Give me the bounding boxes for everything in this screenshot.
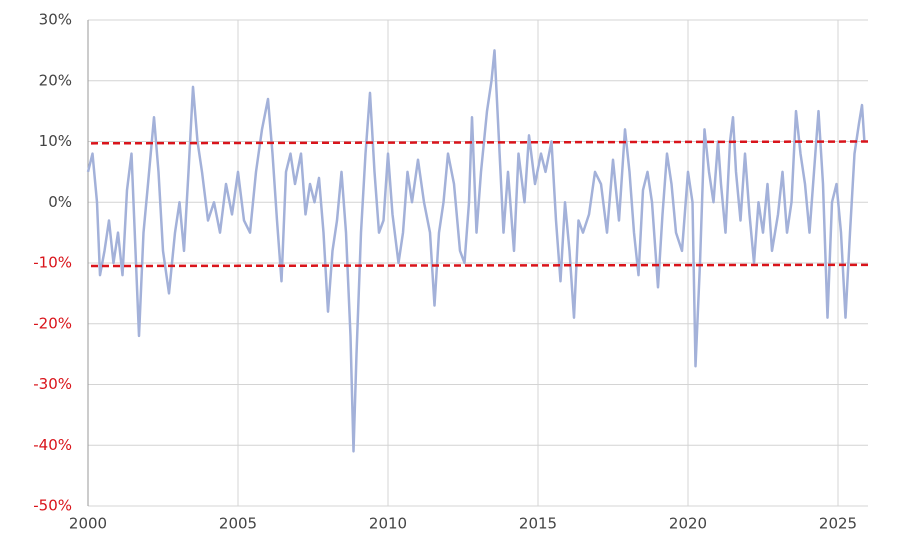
x-tick-label: 2000 bbox=[69, 515, 107, 533]
y-tick-label: 0% bbox=[48, 193, 72, 211]
y-tick-label: 30% bbox=[39, 11, 72, 29]
x-tick-label: 2010 bbox=[369, 515, 407, 533]
y-tick-label: -40% bbox=[33, 436, 72, 454]
reference-line bbox=[90, 140, 869, 145]
y-tick-label: -30% bbox=[33, 375, 72, 393]
data-line bbox=[86, 49, 866, 453]
y-tick-label: 10% bbox=[39, 132, 72, 150]
x-tick-label: 2020 bbox=[669, 515, 707, 533]
x-tick-label: 2005 bbox=[219, 515, 257, 533]
y-tick-label: -50% bbox=[33, 497, 72, 515]
y-tick-label: 20% bbox=[39, 71, 72, 89]
y-tick-label: -20% bbox=[33, 314, 72, 332]
x-tick-label: 2025 bbox=[819, 515, 857, 533]
reference-line bbox=[90, 263, 869, 268]
y-tick-label: -10% bbox=[33, 254, 72, 272]
x-tick-label: 2015 bbox=[519, 515, 557, 533]
